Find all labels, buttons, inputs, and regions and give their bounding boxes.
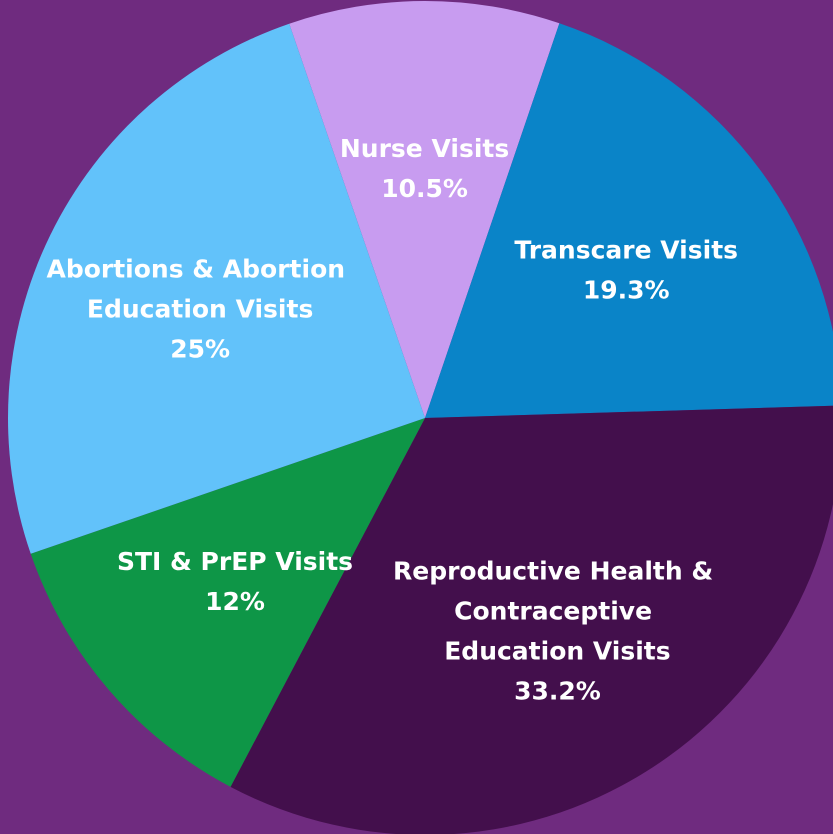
pie-slice <box>230 405 833 834</box>
slice-value: 33.2% <box>514 676 601 705</box>
pie-slice <box>7 23 425 554</box>
label-line: Abortions & Abortion <box>46 254 353 283</box>
pie-slice <box>30 418 426 787</box>
slice-value: 25% <box>170 334 230 363</box>
label-line: Contraceptive <box>454 596 661 625</box>
pie-slice <box>289 0 560 419</box>
slice-label: Reproductive Health & Contraceptive Educ… <box>393 556 722 665</box>
slice-value: 10.5% <box>381 174 468 203</box>
slice-label: Transcare Visits <box>514 235 738 264</box>
label-line: Nurse Visits <box>340 134 509 163</box>
slice-value: 12% <box>205 587 265 616</box>
label-line: Education Visits <box>87 294 313 323</box>
label-line: Reproductive Health & <box>393 556 722 585</box>
slice-label: STI & PrEP Visits <box>117 547 353 576</box>
slice-label: Nurse Visits <box>340 134 509 163</box>
pie-slice <box>425 23 833 418</box>
label-line: STI & PrEP Visits <box>117 547 353 576</box>
label-line: Education Visits <box>444 636 670 665</box>
slice-label: Abortions & Abortion Education Visits <box>46 254 353 323</box>
slice-value: 19.3% <box>583 275 670 304</box>
label-line: Transcare Visits <box>514 235 738 264</box>
